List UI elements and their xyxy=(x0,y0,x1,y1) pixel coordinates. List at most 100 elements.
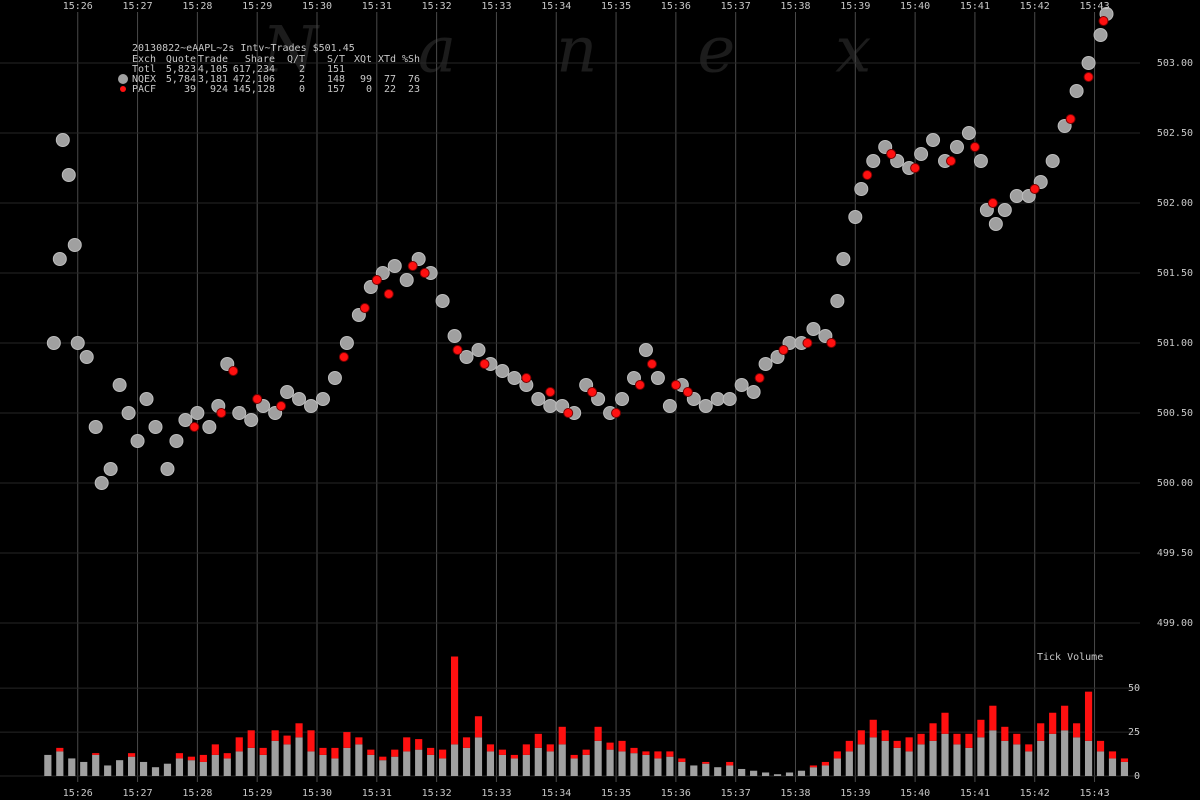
volume-bar xyxy=(1096,751,1105,776)
trade-point xyxy=(327,371,342,385)
trade-point xyxy=(826,338,837,348)
legend-cell: 151 xyxy=(327,64,345,75)
volume-bar xyxy=(379,756,387,761)
trade-point xyxy=(1009,189,1024,203)
volume-title: Tick Volume xyxy=(1037,652,1103,663)
x-tick-label: 15:38 xyxy=(780,1,810,12)
volume-bar xyxy=(582,749,590,755)
trade-point xyxy=(914,147,929,161)
volume-bar xyxy=(702,763,710,776)
volume-bar xyxy=(989,705,997,731)
trade-point xyxy=(848,210,863,224)
volume-bar xyxy=(833,751,841,759)
volume-bar xyxy=(845,740,853,752)
volume-tick-label: 25 xyxy=(1128,727,1140,738)
volume-bar xyxy=(534,733,542,748)
legend-cell: 22 xyxy=(384,84,396,95)
x-tick-label: 15:39 xyxy=(840,788,870,799)
trade-point xyxy=(88,420,103,434)
trade-point xyxy=(746,385,761,399)
marks xyxy=(44,7,1129,776)
volume-bar xyxy=(199,754,207,762)
volume-bar xyxy=(44,754,52,776)
y-tick-label: 501.00 xyxy=(1157,338,1193,349)
x-tick-label: 15:33 xyxy=(481,1,511,12)
volume-bar xyxy=(1061,705,1069,731)
volume-bar xyxy=(534,747,542,776)
volume-bar xyxy=(654,751,662,759)
trade-point xyxy=(52,252,67,266)
volume-bar xyxy=(558,726,566,745)
trade-point xyxy=(315,392,330,406)
x-tick-label: 15:27 xyxy=(123,1,153,12)
trade-point xyxy=(232,406,247,420)
legend-header: XQt xyxy=(354,54,372,65)
x-tick-label: 15:27 xyxy=(123,788,153,799)
volume-bar xyxy=(881,740,889,776)
trade-point xyxy=(531,392,546,406)
volume-bar xyxy=(761,772,770,776)
volume-bar xyxy=(295,737,303,776)
trade-point xyxy=(1081,56,1096,70)
volume-bar xyxy=(307,730,315,752)
y-tick-label: 501.50 xyxy=(1157,268,1193,279)
trade-point xyxy=(646,359,657,369)
trade-point xyxy=(638,343,653,357)
x-tick-label: 15:31 xyxy=(362,788,392,799)
trade-point xyxy=(634,380,645,390)
volume-bar xyxy=(642,754,650,776)
trade-point xyxy=(46,336,61,350)
x-tick-label: 15:28 xyxy=(182,1,212,12)
volume-bar xyxy=(247,747,255,776)
volume-bar xyxy=(1037,740,1045,776)
volume-bar xyxy=(510,754,518,759)
trade-point xyxy=(359,303,370,313)
x-tick-label: 15:39 xyxy=(840,1,870,12)
trade-point xyxy=(778,345,789,355)
trade-point xyxy=(79,350,94,364)
volume-bar xyxy=(355,737,363,745)
volume-bar xyxy=(223,753,231,759)
volume-bar xyxy=(498,754,507,776)
labels: 20130822~eAAPL~2s Intv~Trades $501.45 Ti… xyxy=(63,1,1193,799)
volume-bar xyxy=(187,756,195,761)
volume-bar xyxy=(1108,758,1117,776)
trade-point xyxy=(371,275,382,285)
trade-point xyxy=(447,329,462,343)
volume-bar xyxy=(343,747,351,776)
trade-point xyxy=(103,462,118,476)
trade-point xyxy=(866,154,881,168)
volume-bar xyxy=(618,740,626,752)
volume-bar xyxy=(139,761,148,776)
volume-bar xyxy=(785,772,794,776)
x-tick-label: 15:37 xyxy=(721,1,751,12)
legend-cell: 23 xyxy=(408,84,420,95)
trade-point xyxy=(148,420,163,434)
y-tick-label: 502.00 xyxy=(1157,198,1193,209)
volume-bar xyxy=(1001,740,1009,776)
legend-header: Quote xyxy=(166,54,196,65)
trade-point xyxy=(806,322,821,336)
volume-bar xyxy=(594,740,602,776)
trade-point xyxy=(1093,28,1108,42)
volume-bar xyxy=(869,719,877,738)
volume-bar xyxy=(92,754,100,776)
volume-bar xyxy=(355,744,363,776)
trade-point xyxy=(698,399,713,413)
trade-point xyxy=(662,399,677,413)
trade-point xyxy=(1065,114,1076,124)
volume-bar xyxy=(941,733,949,776)
volume-bar xyxy=(977,719,985,738)
volume-bar xyxy=(821,761,829,766)
volume-bar xyxy=(247,730,255,748)
volume-bar xyxy=(474,737,483,776)
legend-cell: 0 xyxy=(366,84,372,95)
legend-cell: 2 xyxy=(299,74,305,85)
volume-bar xyxy=(259,754,267,776)
volume-bar xyxy=(462,747,471,776)
x-tick-label: 15:41 xyxy=(960,1,990,12)
trade-point xyxy=(543,399,558,413)
volume-bar xyxy=(833,758,841,776)
volume-bar xyxy=(163,763,172,776)
x-tick-label: 15:30 xyxy=(302,1,332,12)
